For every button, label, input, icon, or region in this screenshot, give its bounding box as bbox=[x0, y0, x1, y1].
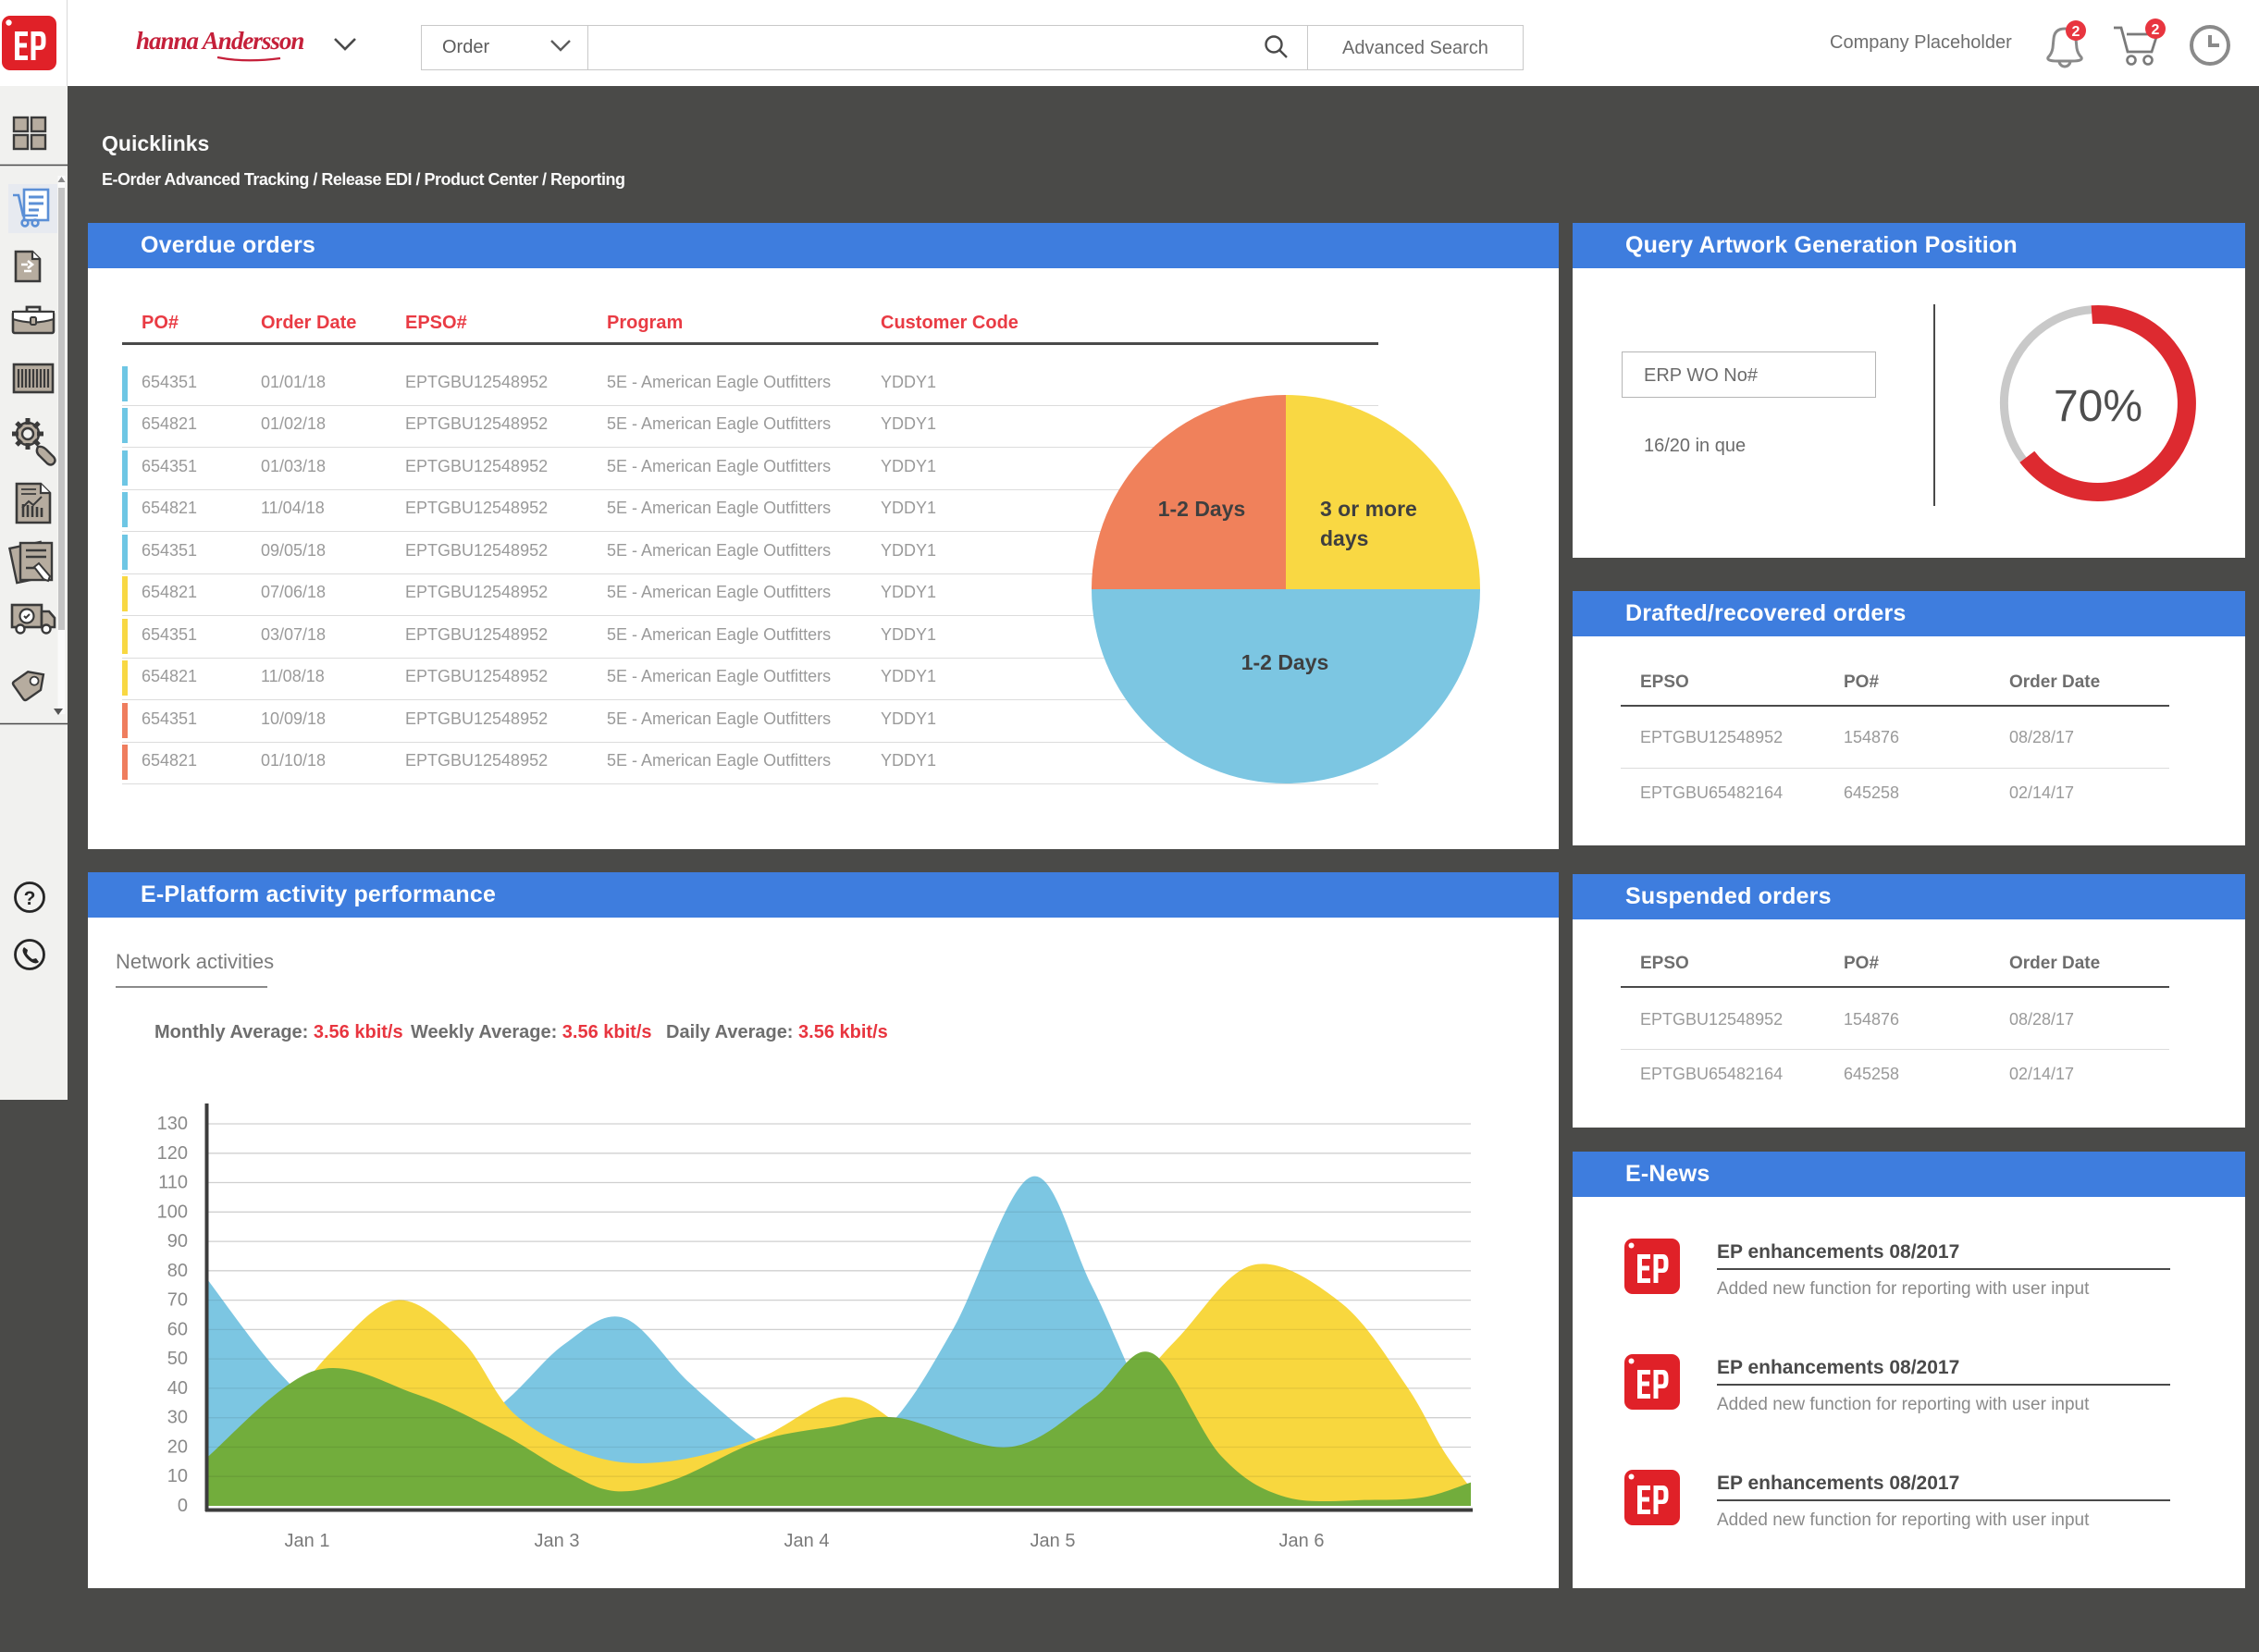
svg-text:0: 0 bbox=[178, 1496, 188, 1516]
svg-text:80: 80 bbox=[167, 1261, 188, 1281]
svg-text:110: 110 bbox=[158, 1173, 188, 1193]
svg-text:20: 20 bbox=[167, 1437, 188, 1458]
svg-text:Jan 6: Jan 6 bbox=[1279, 1531, 1325, 1551]
svg-text:Jan 5: Jan 5 bbox=[1031, 1531, 1076, 1551]
svg-text:2: 2 bbox=[2072, 24, 2080, 40]
svg-text:70: 70 bbox=[167, 1290, 188, 1311]
svg-text:3 or more: 3 or more bbox=[1320, 497, 1417, 521]
svg-text:1-2 Days: 1-2 Days bbox=[1158, 497, 1246, 521]
svg-text:2: 2 bbox=[2152, 22, 2160, 38]
svg-text:?: ? bbox=[24, 888, 36, 909]
svg-text:40: 40 bbox=[167, 1378, 188, 1399]
svg-text:Jan 1: Jan 1 bbox=[285, 1531, 330, 1551]
svg-text:90: 90 bbox=[167, 1231, 188, 1251]
svg-text:70%: 70% bbox=[2054, 382, 2142, 431]
svg-text:days: days bbox=[1320, 526, 1368, 550]
svg-text:100: 100 bbox=[157, 1202, 188, 1222]
svg-text:hanna Andersson: hanna Andersson bbox=[136, 27, 303, 55]
svg-text:Jan 3: Jan 3 bbox=[535, 1531, 580, 1551]
svg-text:130: 130 bbox=[157, 1114, 188, 1134]
svg-text:50: 50 bbox=[167, 1349, 188, 1369]
svg-text:120: 120 bbox=[157, 1143, 188, 1164]
svg-text:Jan 4: Jan 4 bbox=[784, 1531, 830, 1551]
svg-text:30: 30 bbox=[167, 1408, 188, 1428]
svg-text:10: 10 bbox=[167, 1466, 188, 1486]
svg-text:1-2 Days: 1-2 Days bbox=[1241, 650, 1329, 674]
svg-text:60: 60 bbox=[167, 1319, 188, 1339]
